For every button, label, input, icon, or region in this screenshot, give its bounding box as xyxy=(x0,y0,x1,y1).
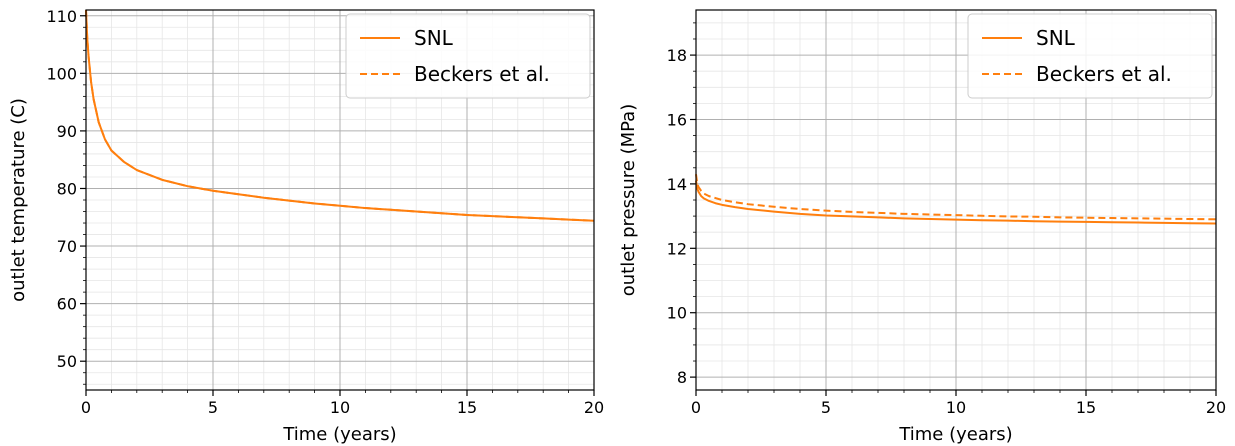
x-tick-label: 0 xyxy=(81,398,91,417)
legend-box xyxy=(967,13,1213,99)
x-tick-label: 20 xyxy=(1206,398,1226,417)
y-tick-label: 80 xyxy=(57,179,77,198)
series-line-beckers xyxy=(85,9,595,222)
y-tick-label: 14 xyxy=(667,175,687,194)
legend: SNL Beckers et al. xyxy=(345,13,591,99)
legend-item: Beckers et al. xyxy=(360,62,550,86)
legend-label: SNL xyxy=(1036,26,1076,50)
x-tick-label: 10 xyxy=(946,398,966,417)
series-group xyxy=(85,9,595,222)
y-tick-label: 110 xyxy=(46,7,77,26)
legend-item: SNL xyxy=(360,26,454,50)
y-tick-label: 100 xyxy=(46,64,77,83)
legend-label: SNL xyxy=(414,26,454,50)
y-tick-label: 10 xyxy=(667,304,687,323)
x-tick-label: 20 xyxy=(584,398,604,417)
y-tick-label: 50 xyxy=(57,352,77,371)
y-tick-label: 16 xyxy=(667,110,687,129)
legend: SNL Beckers et al. xyxy=(967,13,1213,99)
y-tick-label: 8 xyxy=(677,368,687,387)
y-tick-label: 12 xyxy=(667,239,687,258)
x-axis-label: Time (years) xyxy=(282,424,396,445)
y-axis-label: outlet temperature (C) xyxy=(8,98,29,302)
x-tick-label: 0 xyxy=(691,398,701,417)
y-tick-label: 60 xyxy=(57,295,77,314)
x-tick-label: 5 xyxy=(208,398,218,417)
series-line-beckers xyxy=(695,174,1217,221)
axes: 0 5 10 15 20 8 10 12 14 16 18 xyxy=(667,22,1226,417)
y-axis-label: outlet pressure (MPa) xyxy=(618,104,639,296)
series-line-snl xyxy=(695,180,1217,225)
x-tick-label: 15 xyxy=(457,398,477,417)
legend-label: Beckers et al. xyxy=(1036,62,1172,86)
legend-item: SNL xyxy=(982,26,1076,50)
chart-panel-2: 0 5 10 15 20 8 10 12 14 16 18 Time (years) outlet pr… xyxy=(618,9,1226,445)
series-group xyxy=(695,174,1217,225)
x-axis-label: Time (years) xyxy=(898,424,1012,445)
axes: 0 5 10 15 20 50 60 70 80 90 100 110 xyxy=(46,7,604,417)
legend-label: Beckers et al. xyxy=(414,62,550,86)
x-tick-label: 5 xyxy=(821,398,831,417)
chart-panel-1: 0 5 10 15 20 50 60 70 80 90 100 110 Time (years) outl… xyxy=(8,7,604,445)
y-tick-label: 18 xyxy=(667,46,687,65)
x-tick-label: 15 xyxy=(1076,398,1096,417)
y-tick-label: 90 xyxy=(57,122,77,141)
y-tick-label: 70 xyxy=(57,237,77,256)
legend-box xyxy=(345,13,591,99)
x-tick-label: 10 xyxy=(330,398,350,417)
legend-item: Beckers et al. xyxy=(982,62,1172,86)
